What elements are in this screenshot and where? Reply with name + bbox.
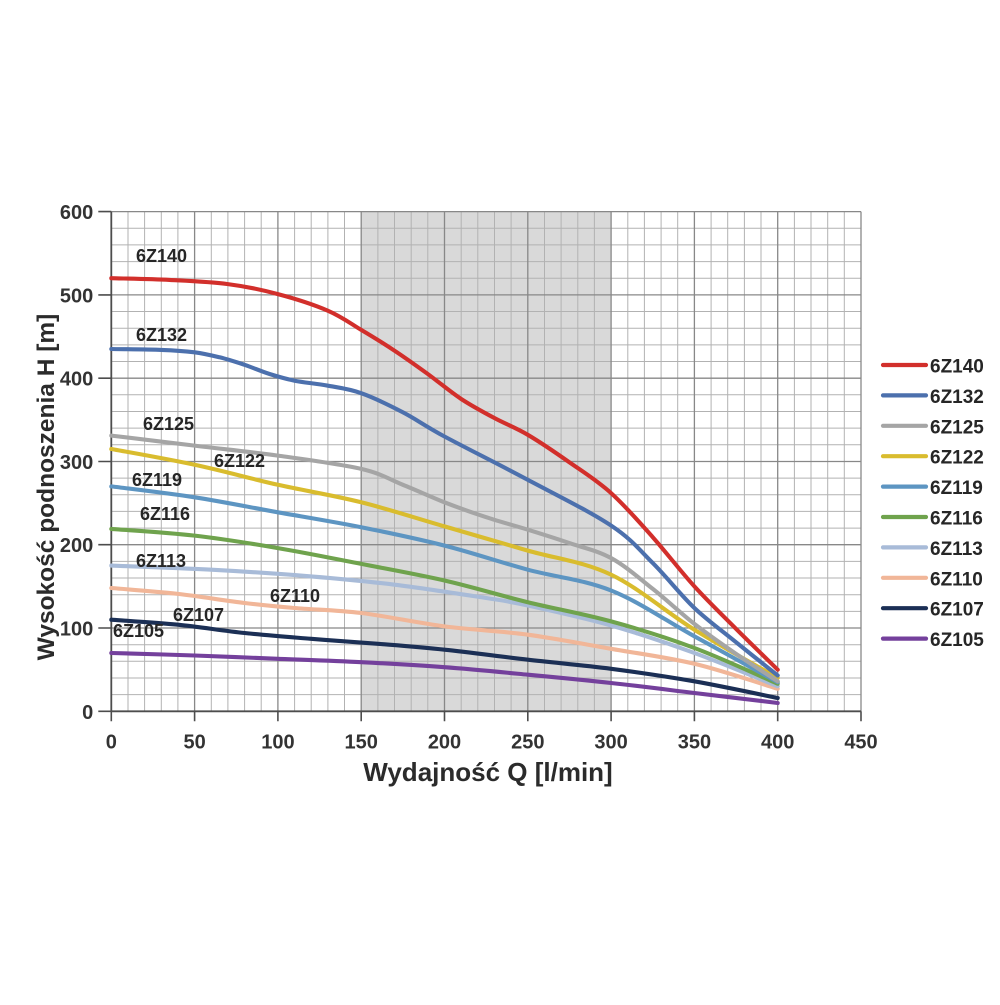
svg-text:6Z113: 6Z113 (930, 539, 983, 560)
svg-text:6Z107: 6Z107 (930, 600, 984, 621)
svg-text:200: 200 (60, 535, 93, 557)
svg-text:6Z105: 6Z105 (113, 621, 164, 641)
svg-text:350: 350 (678, 731, 711, 753)
svg-text:6Z107: 6Z107 (173, 605, 224, 625)
svg-text:6Z119: 6Z119 (930, 478, 983, 499)
svg-text:6Z140: 6Z140 (930, 357, 984, 378)
svg-text:6Z105: 6Z105 (930, 630, 984, 651)
svg-text:6Z116: 6Z116 (930, 509, 983, 530)
svg-text:6Z116: 6Z116 (140, 504, 190, 524)
svg-text:100: 100 (261, 731, 294, 753)
svg-text:400: 400 (60, 369, 93, 391)
svg-text:6Z110: 6Z110 (930, 569, 983, 590)
svg-text:200: 200 (428, 731, 461, 753)
svg-text:Wysokość podnoszenia H [m]: Wysokość podnoszenia H [m] (33, 314, 60, 661)
svg-text:300: 300 (60, 452, 93, 474)
svg-text:0: 0 (106, 731, 117, 753)
svg-text:6Z125: 6Z125 (143, 414, 194, 434)
svg-text:600: 600 (60, 202, 93, 224)
svg-text:50: 50 (183, 731, 205, 753)
svg-text:6Z119: 6Z119 (132, 470, 182, 490)
svg-text:150: 150 (345, 731, 378, 753)
svg-text:6Z140: 6Z140 (136, 246, 187, 266)
svg-text:Wydajność Q [l/min]: Wydajność Q [l/min] (363, 757, 612, 787)
svg-text:100: 100 (60, 619, 93, 641)
svg-text:6Z113: 6Z113 (136, 551, 186, 571)
svg-text:6Z122: 6Z122 (930, 448, 984, 469)
svg-text:400: 400 (761, 731, 794, 753)
svg-text:6Z132: 6Z132 (930, 387, 984, 408)
svg-text:500: 500 (60, 285, 93, 307)
svg-text:6Z132: 6Z132 (136, 325, 187, 345)
svg-text:450: 450 (844, 731, 877, 753)
svg-text:6Z110: 6Z110 (270, 586, 320, 606)
svg-text:0: 0 (82, 702, 93, 724)
svg-text:250: 250 (511, 731, 544, 753)
svg-text:300: 300 (594, 731, 627, 753)
svg-text:6Z122: 6Z122 (214, 451, 265, 471)
svg-text:6Z125: 6Z125 (930, 417, 984, 438)
